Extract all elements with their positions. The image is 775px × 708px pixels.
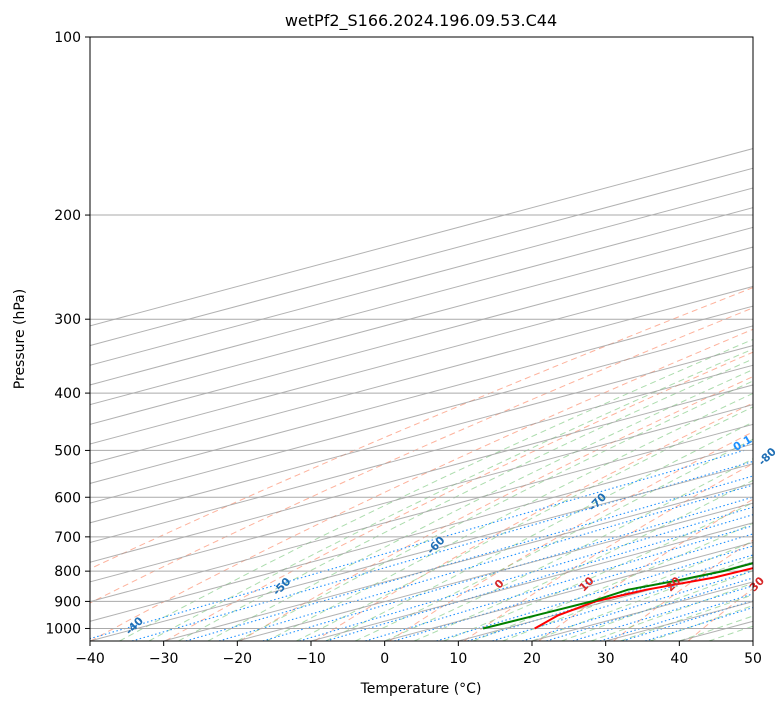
x-axis-label: Temperature (°C) xyxy=(360,681,482,697)
y-tick-label: 800 xyxy=(54,564,81,580)
y-tick-label: 700 xyxy=(54,530,81,546)
isotherm xyxy=(90,305,753,484)
mixing-ratio-line xyxy=(394,533,753,641)
isotherm xyxy=(90,404,753,583)
dry-adiabat xyxy=(90,328,753,641)
x-tick-label: 20 xyxy=(523,651,541,667)
isotherm xyxy=(90,325,753,504)
y-tick-label: 1000 xyxy=(45,621,81,637)
moist-adiabat xyxy=(354,438,753,641)
mixing-ratio-line xyxy=(131,460,753,641)
y-axis-label: Pressure (hPa) xyxy=(12,289,28,389)
y-axis: 1000 900 800 700 600 500 400 300 200 100 xyxy=(45,30,90,637)
isotherm xyxy=(90,443,753,622)
series-layer xyxy=(482,562,753,630)
y-tick-label: 400 xyxy=(54,386,81,402)
y-tick-label: 600 xyxy=(54,490,81,506)
moist-adiabat xyxy=(119,338,753,641)
dry-adiabat xyxy=(389,431,753,641)
x-tick-label: 10 xyxy=(449,651,467,667)
moist-adiabat xyxy=(502,540,753,641)
isotherm xyxy=(90,167,753,347)
moist-adiabat xyxy=(590,582,753,641)
moist-adiabat xyxy=(561,570,753,641)
dry-adiabat xyxy=(90,287,753,570)
isotherm xyxy=(90,207,753,386)
y-tick-label: 200 xyxy=(54,208,81,224)
x-tick-label: −30 xyxy=(149,651,179,667)
isotherm xyxy=(90,226,753,406)
isotherm xyxy=(90,364,753,544)
x-axis: −40 −30 −20 −10 0 10 20 30 40 50 xyxy=(75,641,762,667)
moist-adiabat xyxy=(237,380,753,641)
isotherm xyxy=(90,187,753,366)
dry-adiabat xyxy=(239,376,753,641)
dry-adiabat xyxy=(314,402,753,641)
plot-frame xyxy=(89,36,754,642)
mixing-ratio-line xyxy=(572,585,753,641)
moist-adiabat xyxy=(266,392,753,641)
isotherm xyxy=(237,502,753,641)
mixing-ratio-line xyxy=(90,449,745,640)
dry-adiabat xyxy=(463,463,753,641)
isotherm xyxy=(90,266,753,445)
x-tick-label: −20 xyxy=(223,651,253,667)
y-tick-label: 900 xyxy=(54,594,81,610)
moist-adiabat xyxy=(384,458,753,641)
isotherm xyxy=(90,463,753,641)
sounding-line xyxy=(534,567,753,630)
chart-title: wetPf2_S166.2024.196.09.53.C44 xyxy=(285,11,557,31)
isotherm xyxy=(90,423,753,603)
isotherm xyxy=(90,285,753,465)
background-lines xyxy=(90,37,753,641)
dry-adiabat xyxy=(165,351,753,641)
x-tick-label: 30 xyxy=(597,651,615,667)
x-tick-label: −40 xyxy=(75,651,105,667)
isotherm xyxy=(310,522,753,641)
x-tick-label: 40 xyxy=(670,651,688,667)
mixing-ratio-line xyxy=(546,577,753,641)
moist-adiabat xyxy=(207,369,753,641)
y-tick-label: 300 xyxy=(54,312,81,328)
moist-adiabat xyxy=(325,421,753,641)
y-tick-label: 100 xyxy=(54,30,81,46)
x-tick-label: −10 xyxy=(296,651,326,667)
isotherm xyxy=(163,482,753,641)
mixing-ratio-line xyxy=(436,545,753,641)
mixing-ratio-line xyxy=(521,570,753,641)
mixing-ratio-line xyxy=(365,525,753,641)
isotherm xyxy=(90,246,753,425)
isotherm xyxy=(90,384,753,563)
x-tick-label: 50 xyxy=(744,651,762,667)
x-tick-label: 0 xyxy=(380,651,389,667)
y-tick-label: 500 xyxy=(54,443,81,459)
moist-adiabat xyxy=(472,522,753,641)
